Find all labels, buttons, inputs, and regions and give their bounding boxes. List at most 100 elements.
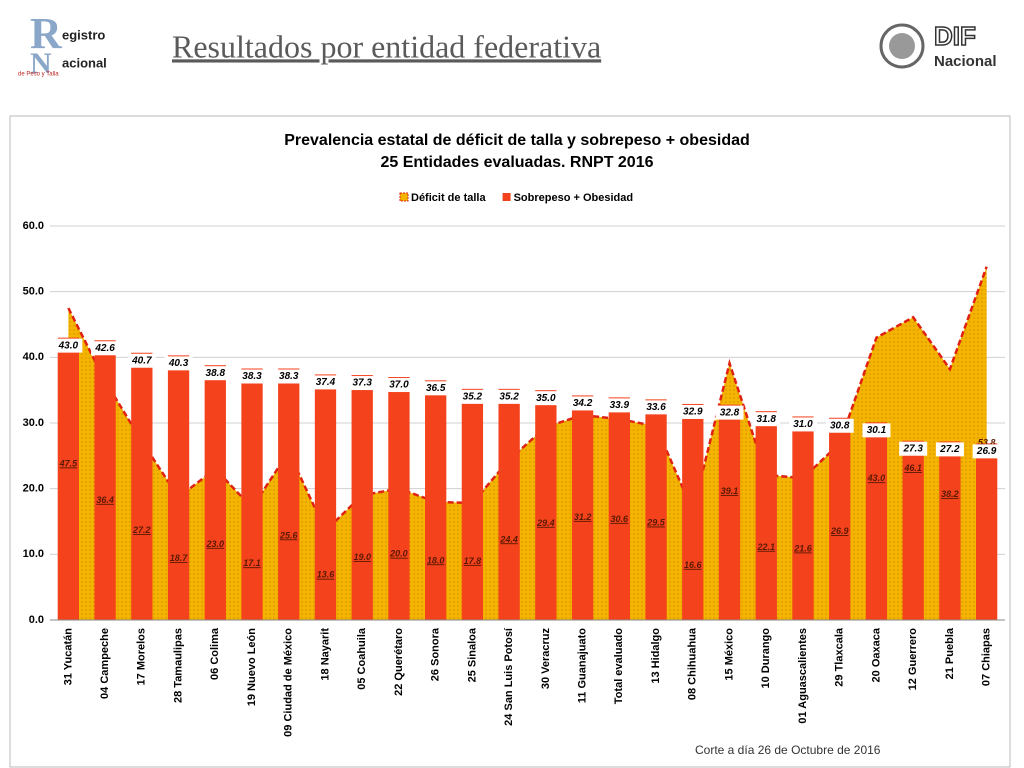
data-label: 25.6 [279, 530, 299, 540]
data-label: 20.0 [389, 549, 408, 559]
chart-subtitle: 25 Entidades evaluadas. RNPT 2016 [380, 154, 653, 171]
page-title: Resultados por entidad federativa [172, 28, 601, 64]
data-label: 21.6 [793, 543, 813, 553]
x-tick-label: 21 Puebla [944, 627, 956, 679]
label-box [91, 341, 120, 356]
label-box [605, 398, 634, 413]
x-tick-label: 31 Yucatán [62, 628, 74, 686]
x-tick-label: 13 Hidalgo [650, 628, 662, 684]
data-label: 30.8 [830, 420, 850, 431]
logo-tagline: de Peso y Talla [18, 72, 59, 78]
bar [131, 352, 153, 620]
bar [278, 368, 300, 620]
data-label: 27.3 [902, 443, 923, 454]
data-label: 38.2 [941, 489, 959, 499]
legend-label: Sobrepeso + Obesidad [514, 192, 634, 204]
logo-text: acional [62, 55, 107, 70]
bar [645, 399, 667, 620]
y-tick-label: 60.0 [23, 220, 44, 232]
data-label: 38.8 [206, 368, 226, 379]
x-tick-label: 26 Sonora [430, 627, 442, 681]
data-label: 22.1 [756, 542, 775, 552]
bar [498, 388, 520, 620]
label-box [238, 369, 267, 384]
bar [939, 441, 961, 620]
data-label: 33.9 [610, 400, 630, 411]
x-tick-label: 29 Tlaxcala [834, 627, 846, 687]
data-label: 29.5 [646, 518, 666, 528]
x-tick-label: 06 Colima [209, 627, 221, 680]
data-label: 36.4 [96, 495, 114, 505]
data-label: 36.5 [426, 383, 446, 394]
logo-text: egistro [62, 27, 105, 42]
bar [792, 416, 814, 620]
y-tick-label: 0.0 [29, 614, 44, 626]
data-label: 46.1 [903, 463, 922, 473]
bar [204, 365, 226, 620]
data-label: 33.6 [646, 402, 666, 413]
label-box [384, 378, 413, 393]
data-label: 18.7 [170, 553, 189, 563]
data-label: 13.6 [317, 570, 336, 580]
data-label: 19.0 [353, 552, 371, 562]
label-box [715, 405, 744, 420]
data-label: 23.0 [206, 539, 225, 549]
label-box [164, 356, 193, 371]
data-label: 42.6 [94, 343, 115, 354]
label-box [568, 396, 597, 411]
data-label: 39.1 [721, 486, 739, 496]
legend-label: Déficit de talla [411, 192, 486, 204]
seal [879, 23, 925, 69]
data-label: 37.4 [316, 377, 336, 388]
bar [718, 404, 741, 620]
x-tick-label: 17 Morelos [136, 628, 148, 685]
data-label: 32.9 [683, 407, 703, 418]
data-label: 40.7 [131, 355, 152, 366]
x-tick-label: 07 Chiapas [981, 628, 993, 686]
data-label: 43.0 [58, 340, 79, 351]
label-box [54, 338, 83, 353]
logo-text: DIF [934, 21, 976, 51]
data-label: 35.2 [499, 391, 519, 402]
data-label: 16.6 [684, 560, 703, 570]
x-tick-label: 12 Guerrero [907, 628, 919, 691]
x-tick-label: 18 Nayarit [319, 628, 331, 681]
data-label: 35.2 [463, 391, 483, 402]
data-label: 27.2 [939, 444, 960, 455]
data-label: 27.2 [132, 525, 151, 535]
bar [94, 340, 116, 620]
logo-text: Nacional [934, 53, 997, 70]
bar [902, 440, 924, 620]
chart-title: Prevalencia estatal de déficit de talla … [284, 132, 750, 149]
logo-letter: N [30, 47, 52, 80]
data-label: 31.8 [757, 414, 777, 425]
data-label: 29.4 [536, 518, 555, 528]
x-tick-label: 09 Ciudad de México [283, 628, 295, 737]
data-label: 40.3 [168, 358, 189, 369]
legend-swatch [502, 193, 511, 201]
data-label: 37.3 [352, 378, 372, 389]
label-box [495, 389, 524, 404]
logo-right: DIF Nacional [879, 20, 997, 70]
x-tick-label: 30 Veracruz [540, 628, 552, 690]
data-label: 32.8 [720, 407, 740, 418]
x-tick-label: 19 Nuevo León [246, 628, 258, 707]
x-tick-label: 28 Tamaulipas [172, 628, 184, 703]
x-tick-label: 24 San Luis Potosí [503, 627, 515, 726]
label-box [788, 417, 817, 432]
bar [314, 374, 337, 620]
data-label: 26.9 [976, 446, 997, 457]
x-tick-label: 10 Durango [760, 628, 772, 689]
x-tick-label: 25 Sinaloa [466, 627, 478, 682]
data-label: 37.0 [389, 380, 409, 391]
x-tick-label: 01 Aguascalientes [797, 628, 809, 724]
bar [57, 337, 80, 620]
x-tick-label: 20 Oaxaca [870, 627, 882, 682]
data-label: 30.1 [867, 425, 887, 436]
legend-swatch [399, 192, 409, 202]
bar [167, 355, 190, 620]
x-tick-label: 11 Guanajuato [577, 628, 589, 703]
bar [535, 390, 557, 620]
y-tick-label: 10.0 [23, 548, 44, 560]
x-tick-label: 05 Coahuila [356, 627, 368, 690]
